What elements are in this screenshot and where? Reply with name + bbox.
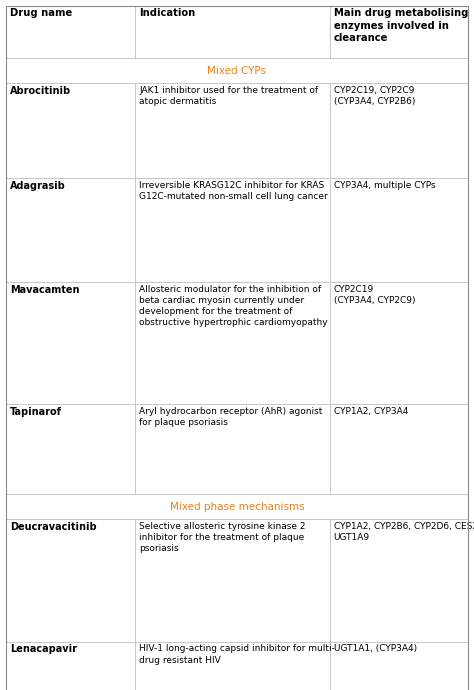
Text: CYP1A2, CYP2B6, CYP2D6, CES2,
UGT1A9: CYP1A2, CYP2B6, CYP2D6, CES2, UGT1A9 [334,522,474,542]
Text: UGT1A1, (CYP3A4): UGT1A1, (CYP3A4) [334,644,417,653]
Text: HIV-1 long-acting capsid inhibitor for multi-
drug resistant HIV: HIV-1 long-acting capsid inhibitor for m… [139,644,335,664]
Bar [135,83,329,178]
Text: CYP3A4, multiple CYPs: CYP3A4, multiple CYPs [334,181,436,190]
Bar [329,642,468,690]
Text: Mixed CYPs: Mixed CYPs [208,66,266,76]
Bar [135,6,329,59]
Bar [6,404,135,495]
Text: Mavacamten: Mavacamten [10,285,79,295]
Text: Indication: Indication [139,8,196,19]
Bar [135,282,329,404]
Bar [6,495,468,520]
Text: CYP1A2, CYP3A4: CYP1A2, CYP3A4 [334,407,408,416]
Text: Mixed phase mechanisms: Mixed phase mechanisms [170,502,304,512]
Text: Abrocitinib: Abrocitinib [10,86,71,96]
Bar [6,83,135,178]
Text: Tapinarof: Tapinarof [10,407,62,417]
Bar [6,520,135,642]
Text: Lenacapavir: Lenacapavir [10,644,77,654]
Bar [135,178,329,282]
Bar [329,520,468,642]
Text: Aryl hydrocarbon receptor (AhR) agonist
for plaque psoriasis: Aryl hydrocarbon receptor (AhR) agonist … [139,407,323,427]
Text: Deucravacitinib: Deucravacitinib [10,522,96,532]
Text: Adagrasib: Adagrasib [10,181,65,190]
Text: Irreversible KRASG12C inhibitor for KRAS
G12C-mutated non-small cell lung cancer: Irreversible KRASG12C inhibitor for KRAS… [139,181,328,201]
Text: Selective allosteric tyrosine kinase 2
inhibitor for the treatment of plaque
pso: Selective allosteric tyrosine kinase 2 i… [139,522,306,553]
Bar [6,6,135,59]
Bar [6,59,468,83]
Bar [329,83,468,178]
Bar [6,282,135,404]
Text: CYP2C19, CYP2C9
(CYP3A4, CYP2B6): CYP2C19, CYP2C9 (CYP3A4, CYP2B6) [334,86,415,106]
Text: Main drug metabolising
enzymes involved in
clearance: Main drug metabolising enzymes involved … [334,8,468,43]
Text: CYP2C19
(CYP3A4, CYP2C9): CYP2C19 (CYP3A4, CYP2C9) [334,285,415,305]
Text: Allosteric modulator for the inhibition of
beta cardiac myosin currently under
d: Allosteric modulator for the inhibition … [139,285,328,327]
Bar [135,404,329,495]
Bar [329,6,468,59]
Bar [329,282,468,404]
Bar [135,642,329,690]
Bar [329,178,468,282]
Text: JAK1 inhibitor used for the treatment of
atopic dermatitis: JAK1 inhibitor used for the treatment of… [139,86,319,106]
Bar [6,178,135,282]
Bar [6,642,135,690]
Bar [135,520,329,642]
Text: Drug name: Drug name [10,8,72,19]
Bar [329,404,468,495]
